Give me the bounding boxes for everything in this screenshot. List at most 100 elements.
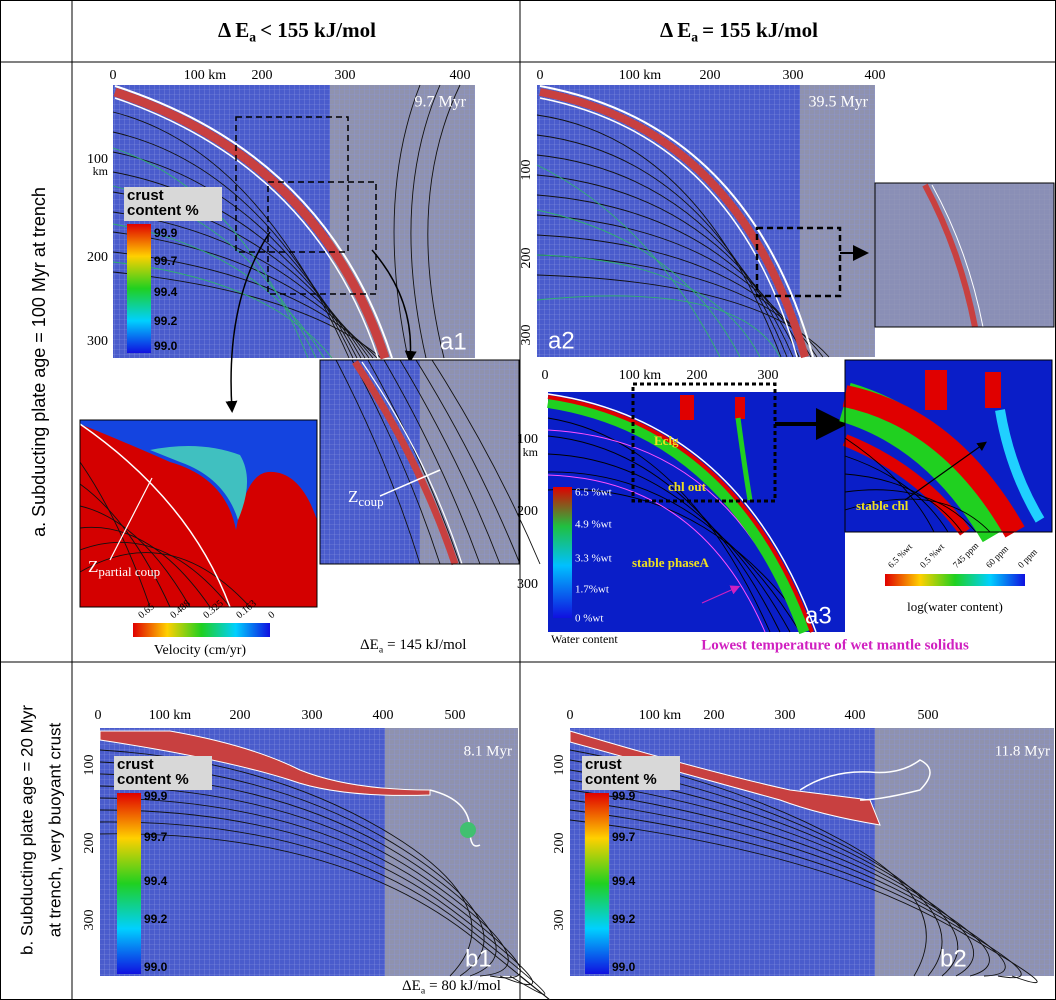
slab-crust [547, 395, 814, 633]
contour [79, 461, 151, 608]
slab-crust [842, 434, 970, 536]
slab-edge [547, 393, 817, 633]
phase-annotation: chl out [668, 479, 707, 494]
x-tick-label: 400 [845, 708, 866, 723]
x-tick-label: 100 km [149, 708, 192, 723]
z-subscript: coup [358, 494, 383, 509]
contour [351, 359, 441, 565]
colorbar-tick-label: 99.9 [144, 789, 168, 803]
contour [569, 779, 974, 977]
slab-edge [114, 97, 379, 359]
plume [995, 409, 1045, 523]
y-tick-label: 100 [87, 152, 108, 167]
inset-border [844, 359, 1053, 533]
colorbar-tick-label: 99.9 [612, 789, 636, 803]
water-tick-label: 0 %wt [575, 613, 603, 625]
colorbar-tick-label: 99.2 [144, 912, 168, 926]
inset-border [874, 182, 1055, 328]
y-axis-unit: km [523, 445, 539, 459]
contour [844, 489, 977, 533]
colorbar-title: crust [127, 187, 164, 204]
map-background [548, 392, 845, 632]
velocity-colorbar [133, 623, 270, 637]
colorbar-title: content % [117, 771, 189, 788]
panel-label: a2 [548, 327, 575, 354]
activation-energy-note: ΔEa = 145 kJ/mol [360, 637, 466, 655]
phase-annotation: stable chl [856, 498, 909, 513]
contour [431, 359, 541, 565]
log-colorbar-title: log(water content) [907, 599, 1003, 614]
contour [79, 526, 211, 608]
contour [536, 174, 800, 358]
slab-green [547, 396, 811, 635]
slab-edge [799, 759, 931, 801]
x-tick-label: 400 [373, 708, 394, 723]
colorbar-tick-label: 99.0 [144, 960, 168, 974]
contour [410, 84, 441, 359]
contour [547, 435, 781, 633]
contour [335, 359, 421, 565]
water-tick-label: 1.7%wt [575, 584, 609, 596]
contour [383, 359, 481, 565]
plume [735, 417, 753, 501]
row-label: a. Subducting plate age = 100 Myr at tre… [29, 187, 49, 537]
log-tick-label: 6.5 %wt [886, 541, 915, 570]
contour [99, 821, 546, 995]
colorbar-tick-label: 99.2 [612, 912, 636, 926]
x-tick-label: 300 [335, 68, 356, 83]
row-label: b. Subducting plate age = 20 Myr [17, 705, 36, 955]
contour [536, 194, 806, 358]
y-tick-label: 100 [82, 755, 97, 776]
contour [569, 789, 990, 977]
slab-crust [842, 385, 1025, 538]
z-subscript: partial coup [98, 564, 160, 579]
y-tick-label: 200 [517, 504, 538, 519]
contour [99, 809, 534, 986]
phase-annotation: Eclg [654, 433, 679, 448]
contour [844, 437, 935, 533]
coupling-depth-label: Zcoup [348, 487, 384, 509]
plume [680, 395, 694, 420]
contour [569, 809, 1022, 979]
water-colorbar-title: Water content [551, 632, 618, 646]
contour [112, 151, 358, 359]
contour [536, 164, 721, 358]
colorbar [117, 793, 141, 974]
log-tick-label: 60 ppm [984, 544, 1010, 570]
column-header-subscript: a [249, 29, 256, 44]
contour [536, 274, 830, 358]
contour [536, 214, 812, 358]
activation-energy-note-subscript: a [421, 986, 426, 997]
contour [79, 541, 231, 608]
inset-gray [875, 183, 1054, 327]
activation-energy-note: ΔEa = 80 kJ/mol [402, 978, 501, 996]
colorbar [585, 793, 609, 974]
activation-energy-note-symbol: ΔE [402, 978, 421, 994]
plume [925, 370, 947, 410]
contour [112, 131, 354, 359]
colorbar-tick-label: 99.0 [612, 960, 636, 974]
slab-edge [114, 85, 393, 359]
contour [536, 209, 741, 358]
x-tick-label: 100 km [619, 368, 662, 383]
z-symbol: Z [88, 557, 98, 576]
zoom-box [235, 116, 349, 253]
arrow [225, 231, 271, 413]
column-header-symbol: Δ E [218, 18, 249, 42]
inset-border [319, 359, 520, 565]
log-tick-label: 0.5 %wt [918, 541, 947, 570]
slab-edge [539, 97, 798, 358]
contour [112, 231, 374, 359]
solidus-label: Lowest temperature of wet mantle solidus [701, 637, 969, 653]
contour [79, 483, 171, 608]
contour [393, 84, 421, 359]
y-tick-label: 200 [519, 248, 534, 269]
colorbar-tick-label: 99.4 [154, 285, 178, 299]
arrow [371, 249, 417, 363]
column-header: Δ Ea = 155 kJ/mol [660, 18, 818, 45]
solidus-line [547, 474, 766, 633]
x-tick-label: 500 [445, 708, 466, 723]
map-grid [537, 85, 875, 357]
contour [536, 154, 794, 358]
